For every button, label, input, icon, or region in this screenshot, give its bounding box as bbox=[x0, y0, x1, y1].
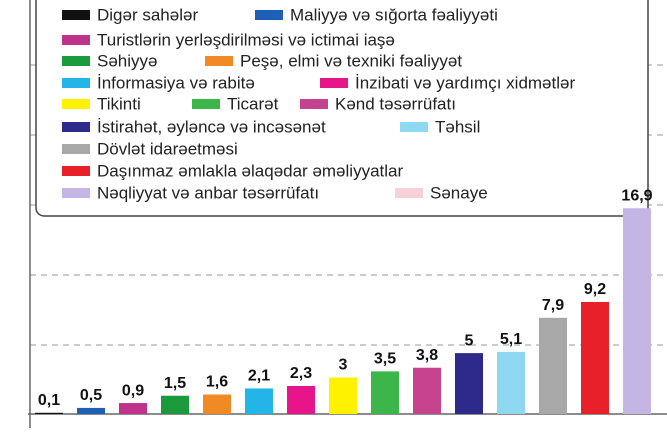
bar bbox=[245, 388, 273, 414]
legend-label: Maliyyə və sığorta fəaliyyəti bbox=[290, 5, 498, 24]
value-label: 1,6 bbox=[206, 374, 228, 391]
legend-swatch bbox=[62, 188, 90, 198]
legend-swatch bbox=[62, 99, 90, 109]
value-label: 0,5 bbox=[80, 387, 102, 404]
value-label: 5 bbox=[465, 332, 474, 349]
legend-label: Kənd təsərrüfatı bbox=[335, 94, 456, 113]
value-label: 0,1 bbox=[38, 392, 60, 409]
value-label: 9,2 bbox=[584, 281, 606, 298]
legend-label: İnzibati və yardımçı xidmətlər bbox=[355, 73, 575, 92]
legend-swatch bbox=[62, 122, 90, 132]
legend-swatch bbox=[62, 56, 90, 66]
legend-swatch bbox=[62, 166, 90, 176]
value-label: 3,8 bbox=[416, 347, 438, 364]
bar bbox=[287, 385, 315, 414]
bar bbox=[119, 403, 147, 414]
bar bbox=[623, 208, 651, 414]
legend-label: İnformasiya və rabitə bbox=[97, 73, 255, 92]
legend-label: Dövlət idarəetməsi bbox=[97, 139, 238, 158]
legend-label: Digər sahələr bbox=[97, 5, 198, 24]
value-label: 2,3 bbox=[290, 365, 312, 382]
legend-label: Səhiyyə bbox=[97, 51, 157, 70]
legend-label: İstirahət, əyləncə və incəsənət bbox=[97, 117, 326, 136]
bar bbox=[329, 377, 357, 414]
legend-swatch bbox=[300, 99, 328, 109]
value-label: 5,1 bbox=[500, 331, 522, 348]
bar bbox=[455, 353, 483, 414]
legend-swatch bbox=[62, 10, 90, 20]
value-label: 3,5 bbox=[374, 351, 396, 368]
legend-label: Təhsil bbox=[435, 117, 480, 136]
bar bbox=[581, 301, 609, 414]
bar bbox=[161, 395, 189, 414]
bar bbox=[539, 317, 567, 414]
bar bbox=[413, 367, 441, 414]
legend-label: Turistlərin yerləşdirilməsi və ictimai i… bbox=[97, 30, 395, 49]
bar bbox=[35, 412, 63, 414]
bar bbox=[77, 407, 105, 414]
legend-label: Tikinti bbox=[97, 94, 141, 113]
legend-label: Nəqliyyat və anbar təsərrüfatı bbox=[97, 183, 319, 202]
legend-swatch bbox=[62, 144, 90, 154]
legend-box bbox=[35, 0, 649, 217]
legend-swatch bbox=[205, 56, 233, 66]
legend-swatch bbox=[62, 78, 90, 88]
bar bbox=[203, 394, 231, 414]
legend-swatch bbox=[400, 122, 428, 132]
value-label: 2,1 bbox=[248, 368, 270, 385]
legend-label: Peşə, elmi və texniki fəaliyyət bbox=[240, 51, 462, 70]
legend-swatch bbox=[62, 35, 90, 45]
bar bbox=[497, 351, 525, 414]
legend-swatch bbox=[320, 78, 348, 88]
value-label: 1,5 bbox=[164, 375, 186, 392]
legend-label: Sənaye bbox=[430, 183, 488, 202]
value-label: 16,9 bbox=[621, 187, 652, 204]
legend-swatch bbox=[395, 188, 423, 198]
value-label: 0,9 bbox=[122, 382, 144, 399]
legend-label: Daşınmaz əmlakla əlaqədar əməliyyatlar bbox=[97, 161, 403, 180]
value-label: 3 bbox=[339, 357, 348, 374]
legend-label: Ticarət bbox=[227, 94, 279, 113]
bar bbox=[371, 371, 399, 414]
value-label: 7,9 bbox=[542, 297, 564, 314]
legend-swatch bbox=[192, 99, 220, 109]
legend-swatch bbox=[255, 10, 283, 20]
